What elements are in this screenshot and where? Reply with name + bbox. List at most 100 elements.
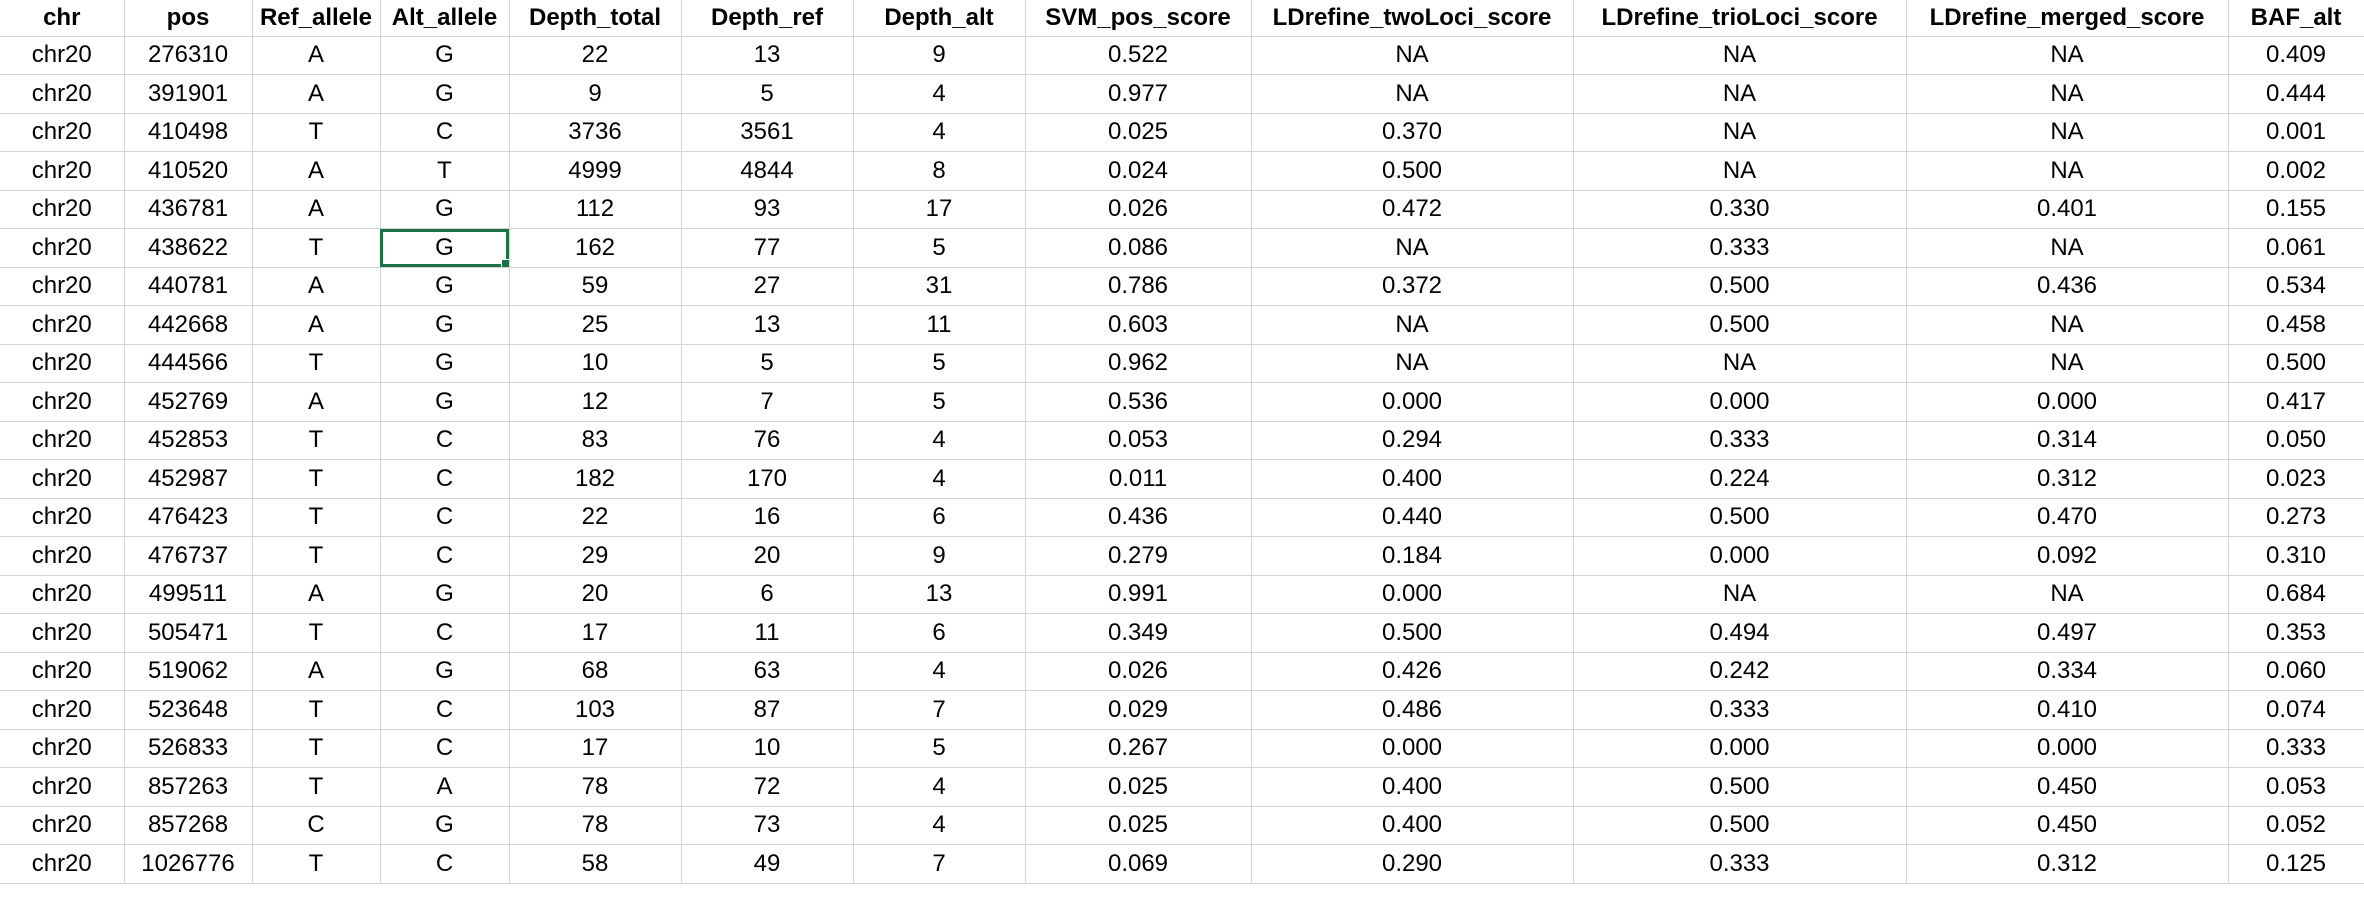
cell-alt-allele[interactable]: C (380, 690, 510, 730)
cell-depth-ref[interactable]: 93 (681, 190, 854, 229)
cell-ldrefine-twoloci-score[interactable]: 0.000 (1251, 575, 1574, 614)
cell-ref-allele[interactable]: T (252, 498, 381, 537)
cell-ref-allele[interactable]: T (252, 344, 381, 383)
cell-ldrefine-merged-score[interactable]: 0.436 (1906, 267, 2229, 306)
cell-alt-allele[interactable]: G (380, 575, 510, 614)
cell-ldrefine-merged-score[interactable]: NA (1906, 575, 2229, 614)
cell-ldrefine-merged-score[interactable]: 0.450 (1906, 767, 2229, 807)
cell-depth-alt[interactable]: 4 (853, 74, 1026, 114)
cell-svm-pos-score[interactable]: 0.436 (1025, 498, 1252, 537)
cell-chr[interactable]: chr20 (0, 421, 125, 460)
cell-ref-allele[interactable]: A (252, 36, 381, 75)
cell-baf-alt[interactable]: 0.155 (2228, 190, 2364, 229)
cell-svm-pos-score[interactable]: 0.069 (1025, 844, 1252, 884)
cell-ldrefine-trioloci-score[interactable]: 0.333 (1573, 690, 1907, 730)
cell-svm-pos-score[interactable]: 0.522 (1025, 36, 1252, 75)
cell-pos[interactable]: 442668 (124, 305, 253, 345)
cell-pos[interactable]: 857268 (124, 806, 253, 845)
cell-pos[interactable]: 857263 (124, 767, 253, 807)
cell-depth-total[interactable]: 78 (509, 767, 682, 807)
cell-ldrefine-trioloci-score[interactable]: 0.500 (1573, 305, 1907, 345)
cell-baf-alt[interactable]: 0.060 (2228, 652, 2364, 691)
cell-ldrefine-twoloci-score[interactable]: 0.472 (1251, 190, 1574, 229)
cell-ref-allele[interactable]: T (252, 421, 381, 460)
cell-depth-ref[interactable]: 77 (681, 228, 854, 268)
cell-depth-total[interactable]: 182 (509, 459, 682, 499)
cell-pos[interactable]: 499511 (124, 575, 253, 614)
column-header-baf-alt[interactable]: BAF_alt (2228, 0, 2364, 37)
cell-ldrefine-merged-score[interactable]: NA (1906, 36, 2229, 75)
cell-depth-total[interactable]: 22 (509, 36, 682, 75)
cell-svm-pos-score[interactable]: 0.026 (1025, 652, 1252, 691)
cell-depth-alt[interactable]: 5 (853, 228, 1026, 268)
cell-baf-alt[interactable]: 0.273 (2228, 498, 2364, 537)
cell-ldrefine-twoloci-score[interactable]: 0.486 (1251, 690, 1574, 730)
cell-svm-pos-score[interactable]: 0.603 (1025, 305, 1252, 345)
cell-ldrefine-trioloci-score[interactable]: NA (1573, 113, 1907, 152)
cell-chr[interactable]: chr20 (0, 267, 125, 306)
cell-ldrefine-trioloci-score[interactable]: 0.000 (1573, 536, 1907, 576)
cell-ldrefine-trioloci-score[interactable]: 0.330 (1573, 190, 1907, 229)
cell-alt-allele[interactable]: G (380, 36, 510, 75)
cell-chr[interactable]: chr20 (0, 382, 125, 422)
cell-depth-alt[interactable]: 4 (853, 767, 1026, 807)
column-header-depth-alt[interactable]: Depth_alt (853, 0, 1026, 37)
cell-ldrefine-merged-score[interactable]: NA (1906, 228, 2229, 268)
cell-pos[interactable]: 526833 (124, 729, 253, 768)
cell-ldrefine-merged-score[interactable]: 0.334 (1906, 652, 2229, 691)
cell-baf-alt[interactable]: 0.001 (2228, 113, 2364, 152)
cell-depth-total[interactable]: 29 (509, 536, 682, 576)
cell-ldrefine-merged-score[interactable]: NA (1906, 151, 2229, 191)
cell-chr[interactable]: chr20 (0, 690, 125, 730)
cell-depth-total[interactable]: 25 (509, 305, 682, 345)
cell-alt-allele[interactable]: C (380, 113, 510, 152)
cell-depth-total[interactable]: 20 (509, 575, 682, 614)
cell-ldrefine-twoloci-score[interactable]: 0.372 (1251, 267, 1574, 306)
cell-ldrefine-twoloci-score[interactable]: 0.400 (1251, 459, 1574, 499)
cell-ref-allele[interactable]: T (252, 690, 381, 730)
cell-chr[interactable]: chr20 (0, 459, 125, 499)
cell-ref-allele[interactable]: A (252, 74, 381, 114)
cell-ldrefine-merged-score[interactable]: 0.497 (1906, 613, 2229, 653)
cell-alt-allele[interactable]: G (380, 382, 510, 422)
cell-ldrefine-merged-score[interactable]: 0.000 (1906, 382, 2229, 422)
cell-ldrefine-merged-score[interactable]: 0.092 (1906, 536, 2229, 576)
cell-depth-total[interactable]: 10 (509, 344, 682, 383)
column-header-svm-pos-score[interactable]: SVM_pos_score (1025, 0, 1252, 37)
cell-ref-allele[interactable]: A (252, 652, 381, 691)
column-header-ldrefine-twoloci-score[interactable]: LDrefine_twoLoci_score (1251, 0, 1574, 37)
cell-pos[interactable]: 505471 (124, 613, 253, 653)
cell-alt-allele[interactable]: C (380, 729, 510, 768)
cell-pos[interactable]: 410520 (124, 151, 253, 191)
cell-ref-allele[interactable]: T (252, 459, 381, 499)
cell-ldrefine-trioloci-score[interactable]: 0.500 (1573, 498, 1907, 537)
cell-alt-allele[interactable]: C (380, 498, 510, 537)
cell-depth-total[interactable]: 22 (509, 498, 682, 537)
cell-chr[interactable]: chr20 (0, 344, 125, 383)
cell-ldrefine-twoloci-score[interactable]: 0.370 (1251, 113, 1574, 152)
cell-depth-alt[interactable]: 4 (853, 806, 1026, 845)
cell-ldrefine-trioloci-score[interactable]: 0.333 (1573, 421, 1907, 460)
column-header-pos[interactable]: pos (124, 0, 253, 37)
cell-svm-pos-score[interactable]: 0.349 (1025, 613, 1252, 653)
cell-chr[interactable]: chr20 (0, 113, 125, 152)
cell-baf-alt[interactable]: 0.333 (2228, 729, 2364, 768)
cell-depth-total[interactable]: 9 (509, 74, 682, 114)
cell-alt-allele[interactable]: C (380, 613, 510, 653)
cell-depth-alt[interactable]: 9 (853, 536, 1026, 576)
cell-depth-ref[interactable]: 11 (681, 613, 854, 653)
cell-depth-ref[interactable]: 13 (681, 305, 854, 345)
cell-ldrefine-merged-score[interactable]: NA (1906, 113, 2229, 152)
cell-alt-allele[interactable]: A (380, 767, 510, 807)
cell-alt-allele[interactable]: G (380, 305, 510, 345)
cell-ldrefine-twoloci-score[interactable]: 0.500 (1251, 613, 1574, 653)
cell-chr[interactable]: chr20 (0, 613, 125, 653)
cell-ldrefine-twoloci-score[interactable]: NA (1251, 344, 1574, 383)
cell-chr[interactable]: chr20 (0, 36, 125, 75)
cell-ldrefine-trioloci-score[interactable]: 0.500 (1573, 767, 1907, 807)
cell-svm-pos-score[interactable]: 0.025 (1025, 113, 1252, 152)
cell-ldrefine-twoloci-score[interactable]: 0.500 (1251, 151, 1574, 191)
cell-depth-alt[interactable]: 17 (853, 190, 1026, 229)
cell-depth-total[interactable]: 103 (509, 690, 682, 730)
cell-ref-allele[interactable]: C (252, 806, 381, 845)
